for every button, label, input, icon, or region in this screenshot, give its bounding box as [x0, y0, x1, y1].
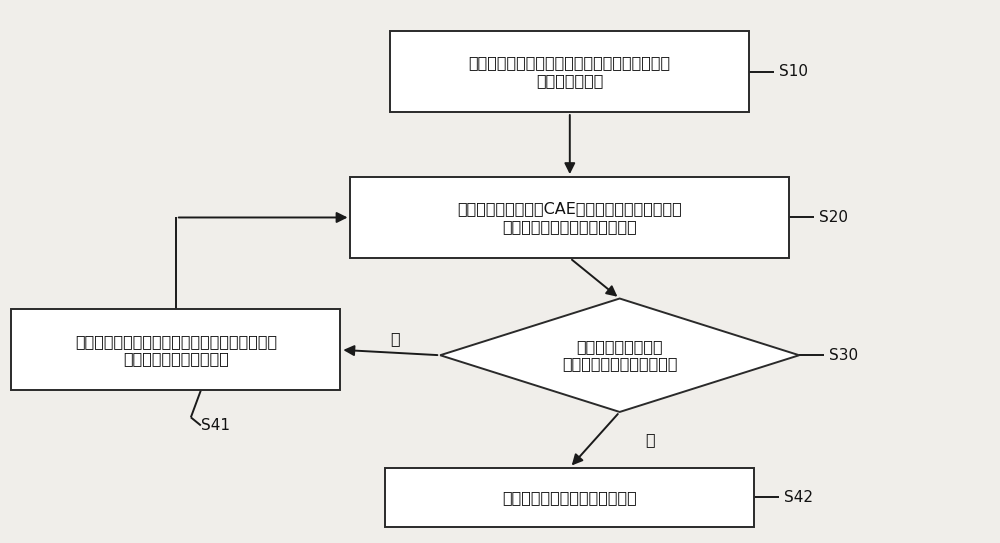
FancyBboxPatch shape [390, 31, 749, 112]
FancyBboxPatch shape [11, 310, 340, 390]
FancyBboxPatch shape [385, 468, 754, 527]
Text: S41: S41 [201, 418, 230, 433]
Text: 各个出风口的出风量
是否处于对应的预定范围内: 各个出风口的出风量 是否处于对应的预定范围内 [562, 339, 677, 371]
Text: 否: 否 [390, 332, 400, 346]
Text: S20: S20 [819, 210, 848, 225]
Text: 对风道三维模型进行CAE仿真分析，获得气流在初
步设计的车载风道内的气流分布: 对风道三维模型进行CAE仿真分析，获得气流在初 步设计的车载风道内的气流分布 [457, 201, 682, 233]
Text: 选择性地采用多种风道优化方式中的一种或多种
对风道三维模型进行优化: 选择性地采用多种风道优化方式中的一种或多种 对风道三维模型进行优化 [75, 333, 277, 366]
Text: S42: S42 [784, 490, 813, 505]
Text: 利用三维建模软件将初步设计的车载空调风道建
成风道三维模型: 利用三维建模软件将初步设计的车载空调风道建 成风道三维模型 [469, 55, 671, 88]
Text: S30: S30 [829, 348, 858, 363]
Text: 将风道三维模型的结构数据导出: 将风道三维模型的结构数据导出 [502, 490, 637, 505]
Text: 是: 是 [645, 432, 654, 447]
Polygon shape [440, 299, 799, 412]
FancyBboxPatch shape [350, 177, 789, 258]
Text: S10: S10 [779, 64, 808, 79]
